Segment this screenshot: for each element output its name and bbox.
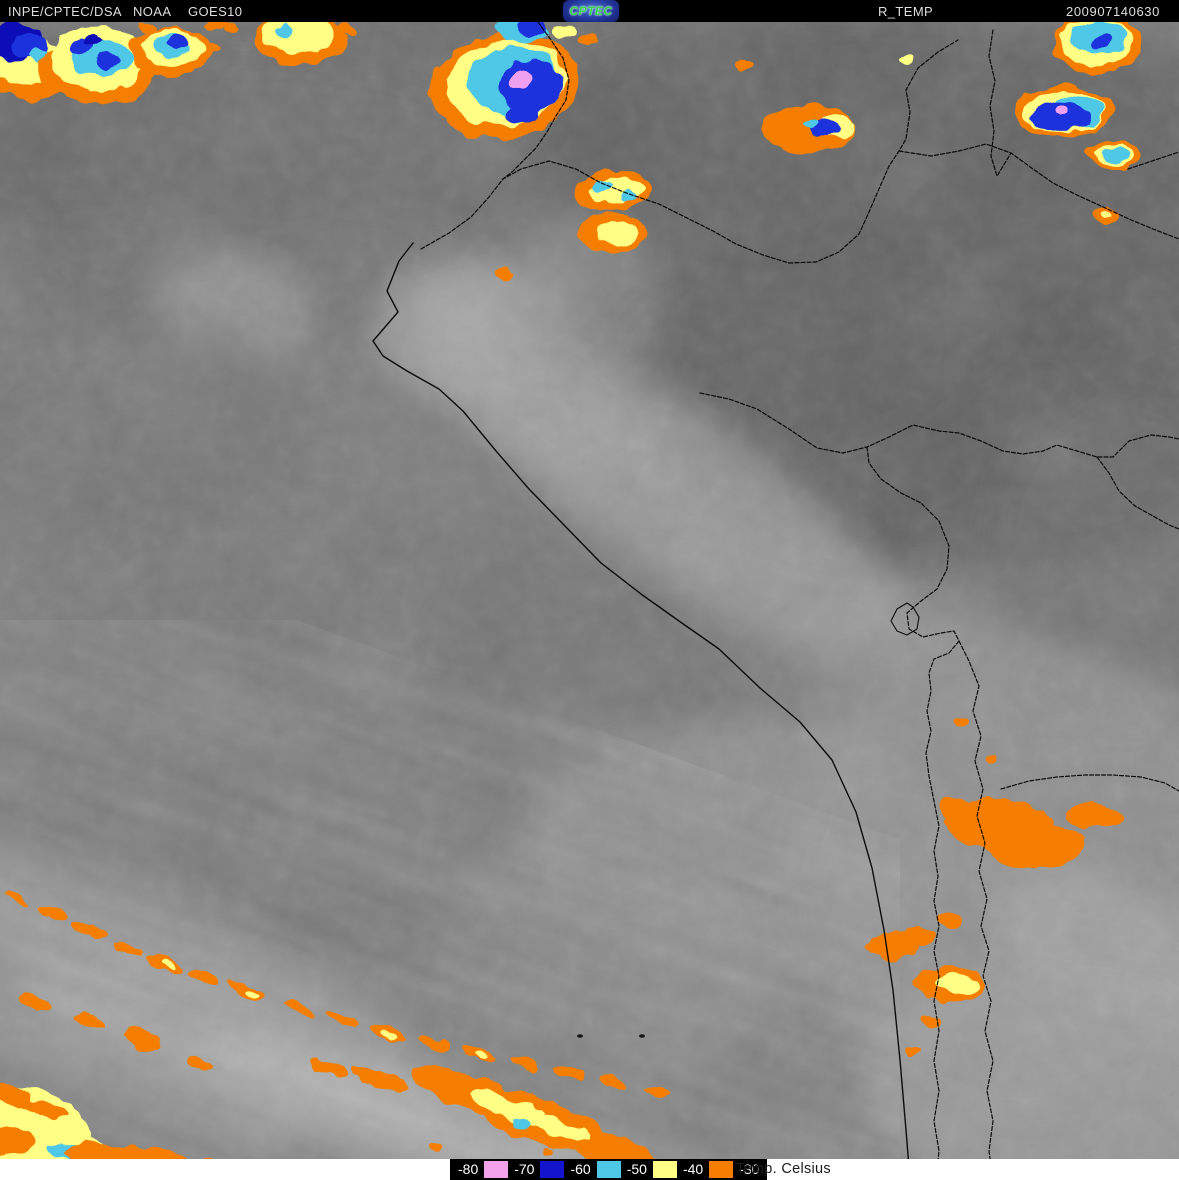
legend-value-minus40: -40 — [682, 1161, 704, 1177]
legend-value-minus30: -30 — [739, 1161, 760, 1177]
legend-swatch — [652, 1161, 677, 1178]
legend-value-minus50: -50 — [626, 1161, 647, 1177]
timestamp-label: 200907140630 — [1066, 4, 1160, 19]
noaa-label: NOAA — [133, 4, 172, 19]
legend-swatch — [540, 1161, 565, 1178]
legend-unit-label: Temp. Celsius — [736, 1161, 831, 1177]
legend-bar: -80 -70 -60 -50 -40 -30 Temp. Celsius — [0, 1159, 1179, 1180]
satellite-label: GOES10 — [188, 4, 243, 19]
satellite-image — [0, 22, 1179, 1159]
temperature-legend: -80 -70 -60 -50 -40 -30 — [450, 1159, 768, 1180]
product-label: R_TEMP — [878, 4, 934, 19]
legend-value-minus80: -80 — [458, 1161, 479, 1177]
storm-overlays — [0, 22, 1142, 1159]
agency-label: INPE/CPTEC/DSA — [8, 4, 122, 19]
legend-swatch — [709, 1161, 734, 1178]
cptec-logo: CPTEC — [563, 0, 619, 22]
legend-swatch — [596, 1161, 621, 1178]
satellite-map-canvas — [0, 22, 1179, 1159]
header-bar: INPE/CPTEC/DSA NOAA GOES10 CPTEC R_TEMP … — [0, 0, 1179, 22]
legend-value-minus70: -70 — [514, 1161, 535, 1177]
legend-value-minus60: -60 — [570, 1161, 591, 1177]
country-borders — [372, 22, 1179, 1159]
legend-swatch — [484, 1161, 509, 1178]
cptec-logo-text: CPTEC — [569, 4, 613, 18]
